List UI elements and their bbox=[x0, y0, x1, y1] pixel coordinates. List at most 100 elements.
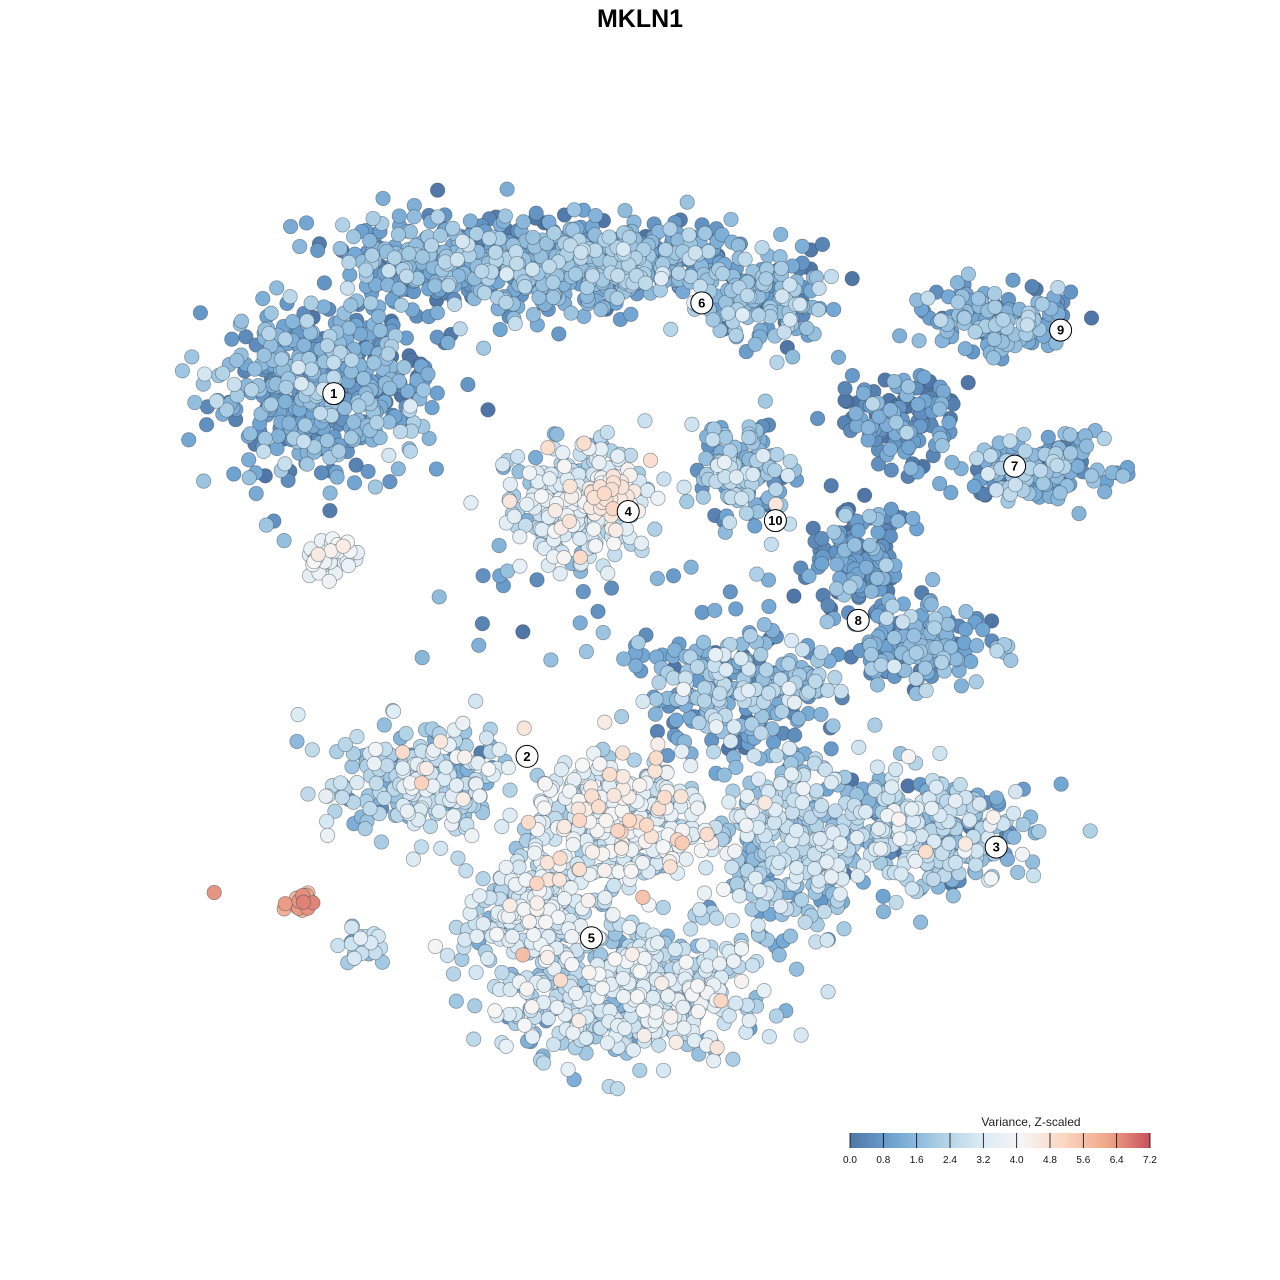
cell-point bbox=[819, 614, 835, 630]
cell-point bbox=[572, 615, 588, 631]
cell-point bbox=[747, 518, 763, 534]
cell-point bbox=[879, 610, 895, 626]
cell-point bbox=[783, 766, 799, 782]
cell-point bbox=[767, 462, 783, 478]
cell-point bbox=[360, 463, 376, 479]
cell-point bbox=[707, 647, 724, 663]
cell-point bbox=[696, 693, 712, 709]
cell-point bbox=[581, 965, 597, 981]
cell-point bbox=[734, 973, 750, 989]
cell-point bbox=[344, 352, 360, 368]
cell-point bbox=[773, 226, 789, 242]
cell-point bbox=[675, 681, 692, 697]
cell-point bbox=[299, 313, 315, 329]
cell-point bbox=[969, 450, 985, 466]
cell-point bbox=[261, 325, 277, 342]
cell-point bbox=[471, 637, 487, 653]
cell-point bbox=[832, 886, 848, 902]
cell-point bbox=[983, 448, 999, 464]
cell-point bbox=[671, 265, 687, 281]
cell-point bbox=[771, 947, 787, 963]
cell-point bbox=[676, 479, 692, 495]
cell-point bbox=[723, 733, 739, 749]
cell-point bbox=[781, 680, 797, 696]
cell-point bbox=[988, 482, 1004, 498]
cell-point bbox=[568, 985, 584, 1002]
cell-point bbox=[269, 280, 285, 296]
cell-point bbox=[967, 324, 983, 340]
cell-point bbox=[697, 885, 713, 901]
cell-point bbox=[1071, 505, 1087, 522]
cell-point bbox=[512, 529, 528, 545]
cell-point bbox=[430, 209, 446, 225]
cell-point bbox=[381, 447, 397, 463]
cell-point bbox=[349, 729, 365, 745]
cell-point bbox=[610, 268, 626, 284]
cell-point bbox=[925, 572, 941, 588]
cell-point bbox=[390, 226, 406, 243]
cell-point bbox=[448, 777, 465, 793]
cell-point bbox=[862, 537, 878, 553]
cell-point bbox=[546, 1036, 562, 1053]
cell-point bbox=[525, 229, 541, 245]
cell-point bbox=[597, 862, 613, 879]
cell-point bbox=[556, 550, 572, 566]
cell-point bbox=[683, 758, 699, 774]
cell-point bbox=[934, 438, 950, 454]
cell-point bbox=[1083, 310, 1100, 326]
cell-point bbox=[635, 693, 651, 710]
cell-point bbox=[528, 450, 544, 466]
cell-point bbox=[310, 242, 326, 258]
cell-point bbox=[632, 964, 648, 980]
cell-point bbox=[1063, 445, 1079, 461]
cell-point bbox=[521, 465, 538, 481]
cell-point bbox=[362, 233, 378, 249]
cell-point bbox=[564, 956, 580, 973]
cell-point bbox=[709, 910, 725, 926]
cell-point bbox=[925, 871, 941, 887]
cell-point bbox=[801, 568, 817, 584]
cell-point bbox=[277, 331, 293, 347]
cell-point bbox=[1017, 443, 1033, 459]
cell-point bbox=[814, 236, 831, 252]
cell-point bbox=[458, 863, 474, 879]
cell-point bbox=[497, 208, 513, 224]
cell-point bbox=[1053, 776, 1069, 792]
cell-point bbox=[780, 656, 796, 672]
cell-point bbox=[487, 244, 504, 260]
cell-point bbox=[333, 775, 349, 791]
cell-point bbox=[950, 294, 966, 310]
cell-point bbox=[298, 215, 315, 231]
cell-point bbox=[675, 999, 691, 1015]
cell-point bbox=[968, 674, 984, 690]
cell-point bbox=[499, 266, 515, 282]
cell-point bbox=[782, 740, 798, 757]
cell-point bbox=[606, 535, 622, 552]
cell-point bbox=[746, 748, 762, 764]
cell-point bbox=[809, 783, 825, 799]
cell-point bbox=[524, 999, 540, 1015]
cell-point bbox=[1083, 468, 1100, 484]
cell-point bbox=[871, 821, 887, 837]
cell-point bbox=[695, 634, 712, 650]
cell-point bbox=[329, 469, 345, 485]
cell-point bbox=[826, 301, 842, 318]
cell-point bbox=[597, 890, 613, 906]
cell-point bbox=[793, 1027, 809, 1043]
cell-point bbox=[226, 376, 242, 392]
cell-point bbox=[438, 759, 454, 775]
cell-point bbox=[884, 779, 900, 795]
cell-point bbox=[515, 624, 531, 640]
cell-point bbox=[869, 677, 886, 693]
cell-point bbox=[362, 801, 378, 817]
cell-point bbox=[396, 359, 412, 375]
cell-point bbox=[931, 401, 948, 417]
cell-point bbox=[768, 481, 784, 497]
cell-point bbox=[769, 446, 785, 463]
cell-point bbox=[774, 288, 790, 304]
cell-point bbox=[460, 376, 476, 393]
cell-point bbox=[826, 524, 842, 540]
cell-point bbox=[700, 244, 717, 260]
cell-point bbox=[782, 928, 799, 944]
cell-point bbox=[379, 757, 395, 774]
